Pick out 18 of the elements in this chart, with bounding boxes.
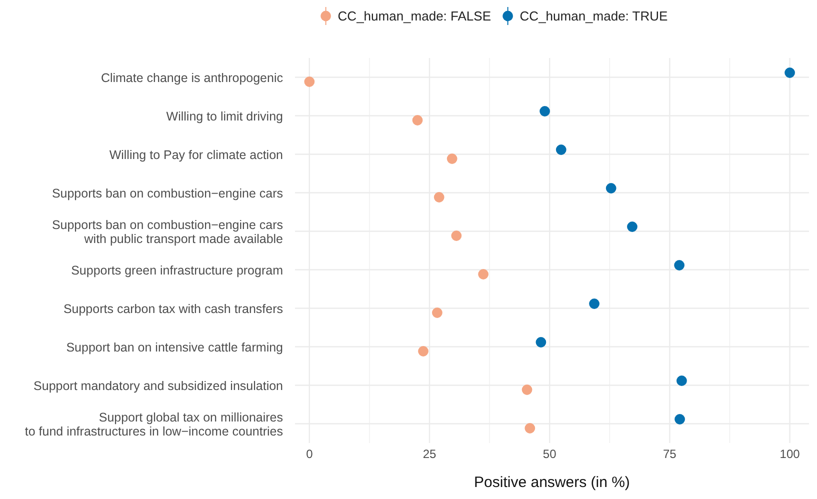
x-axis-title: Positive answers (in %) [474, 474, 630, 491]
x-tick-label: 75 [663, 447, 677, 461]
y-tick-label: Supports green infrastructure program [71, 263, 283, 278]
legend-label: CC_human_made: TRUE [520, 8, 668, 24]
y-tick-label: Willing to Pay for climate action [109, 148, 284, 162]
y-tick-label: Support mandatory and subsidized insulation [34, 378, 284, 393]
legend-label: CC_human_made: FALSE [338, 8, 492, 24]
y-tick-label: Supports carbon tax with cash transfers [63, 302, 283, 316]
y-tick-label: Supports ban on combustion−engine cars [52, 186, 283, 200]
y-tick-label: Support ban on intensive cattle farming [66, 340, 284, 354]
y-tick-label: Support global tax on millionaires to fund infrastructures in low−income countries [24, 410, 283, 438]
y-tick-label: Willing to limit driving [166, 109, 284, 124]
x-tick-label: 50 [542, 447, 557, 461]
y-tick-label: Climate change is anthropogenic [100, 70, 283, 85]
x-tick-label: 0 [306, 447, 314, 461]
x-tick-label: 25 [422, 447, 436, 461]
y-tick-label: Supports ban on combustion−engine cars with public transport made available [52, 218, 284, 246]
x-tick-label: 100 [780, 447, 800, 461]
